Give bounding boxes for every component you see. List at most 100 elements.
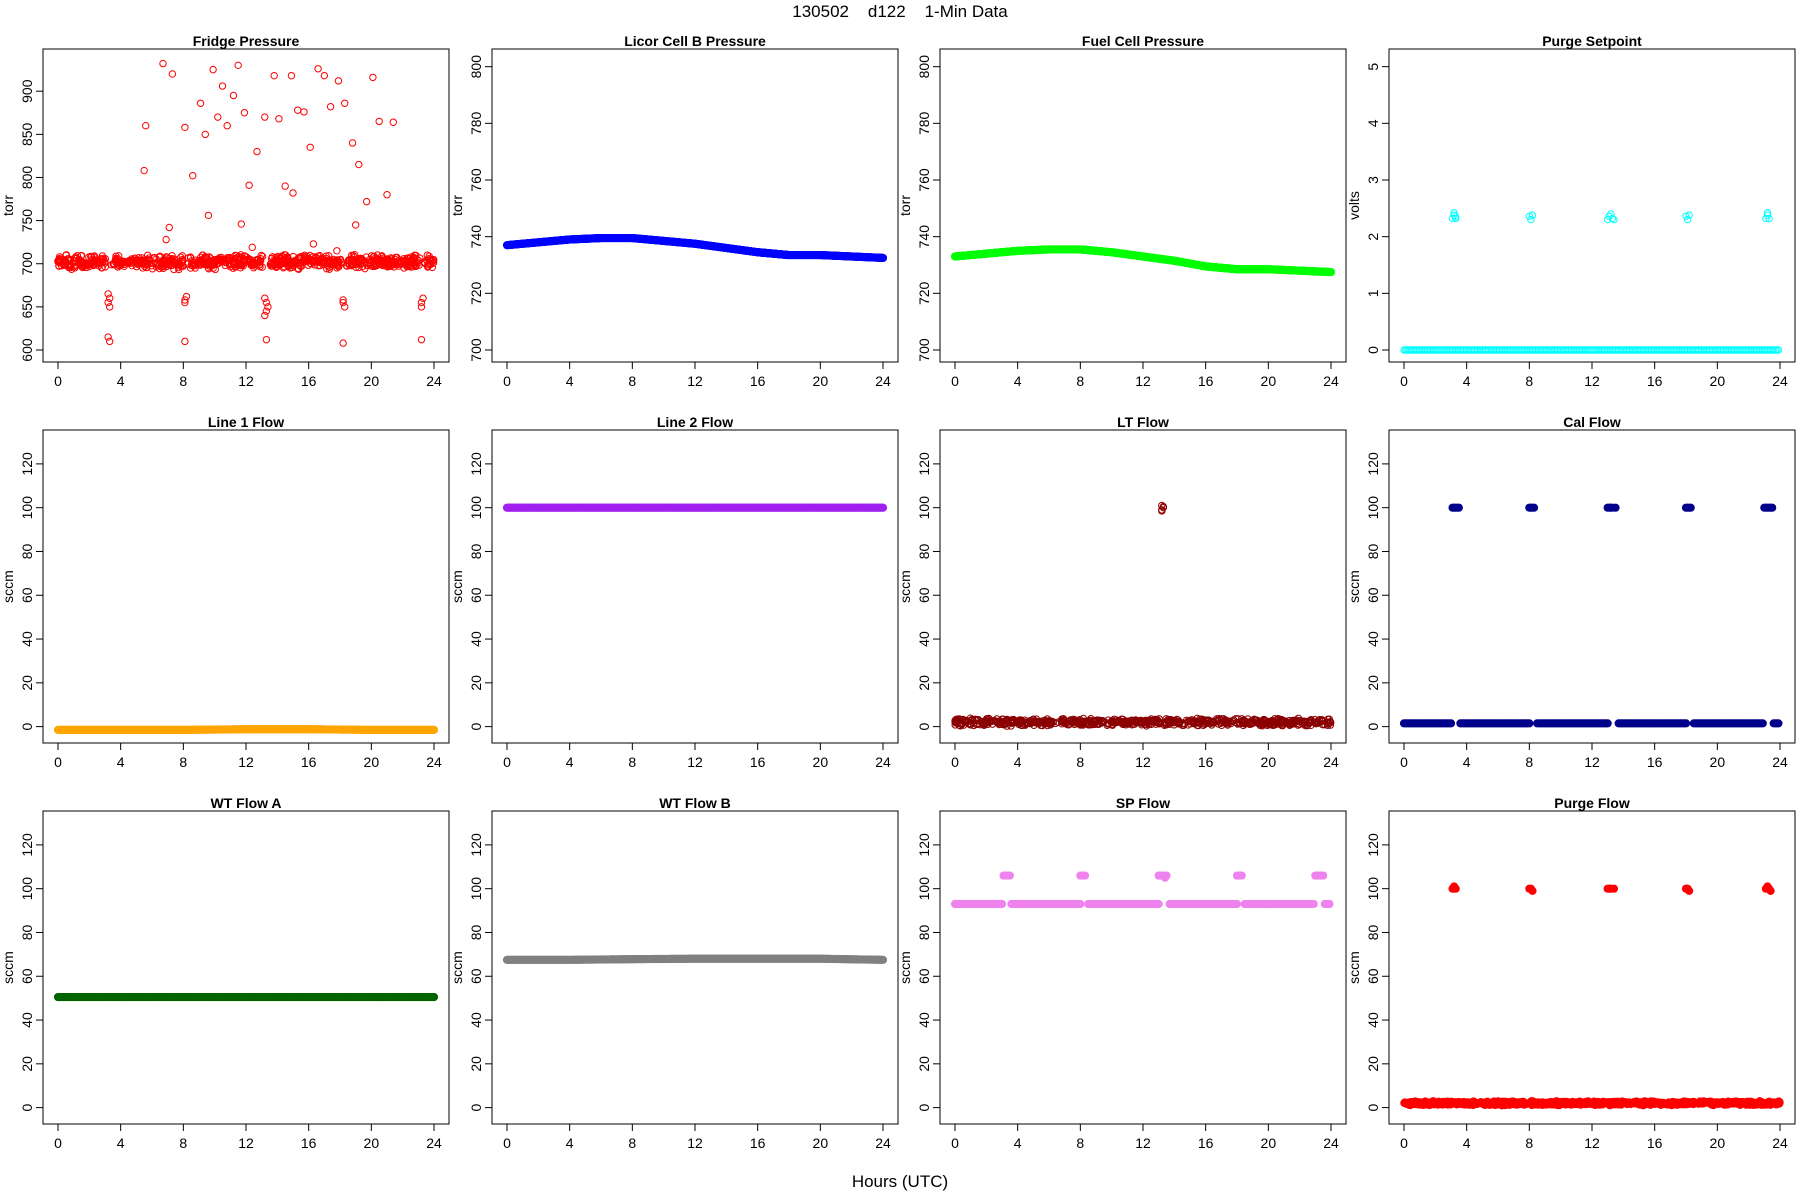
series-points [950,245,1336,277]
x-tick-label: 24 [1323,754,1339,770]
x-tick-label: 12 [687,754,703,770]
panel-title: Purge Setpoint [1542,33,1642,49]
data-point [339,296,347,304]
data-point [413,258,421,266]
data-point [209,65,217,74]
data-point [261,311,269,320]
data-point [309,240,318,248]
y-axis-label: sccm [897,570,913,603]
data-point [1774,719,1783,728]
data-point [384,261,393,269]
x-tick-label: 4 [1014,373,1022,389]
y-tick-label: 40 [468,631,484,647]
x-tick-label: 20 [813,754,829,770]
data-point [170,265,178,274]
x-tick-label: 12 [1135,373,1151,389]
data-point [1525,719,1534,728]
data-point [101,263,109,271]
data-point [334,77,343,85]
y-tick-label: 100 [916,496,932,520]
x-tick-label: 16 [301,1135,317,1151]
y-tick-label: 120 [916,452,932,476]
y-tick-label: 3 [1365,176,1381,184]
y-tick-label: 650 [19,295,35,319]
data-point [116,260,125,269]
data-point [1610,215,1618,224]
data-point [375,117,383,126]
data-point [176,259,184,268]
data-point [1326,267,1336,277]
data-point [417,298,426,307]
data-point [283,253,291,261]
figure-title: 130502 d122 1-Min Data [792,2,1008,21]
data-point [1758,719,1767,728]
data-point [393,253,401,262]
data-point [181,296,189,304]
data-point [355,160,363,169]
panel-title: Line 1 Flow [208,414,284,430]
y-tick-label: 100 [19,877,35,901]
data-point [262,335,271,344]
y-tick-label: 20 [916,675,932,691]
data-point [287,71,296,80]
y-tick-label: 20 [19,1056,35,1072]
data-point [165,256,174,265]
data-point [196,99,205,107]
data-point [218,82,227,90]
data-point [64,263,73,272]
data-point [59,257,67,266]
y-tick-label: 800 [916,55,932,79]
plot-frame [491,48,899,363]
data-point [294,264,302,273]
data-point [407,263,416,271]
y-tick-label: 720 [468,281,484,305]
data-point [214,113,222,121]
data-point [401,256,410,264]
y-tick-label: 40 [916,631,932,647]
data-point [323,265,331,273]
data-point [387,255,396,263]
y-tick-label: 60 [19,587,35,603]
data-point [356,254,365,263]
data-point [369,73,377,82]
y-tick-label: 0 [1365,346,1381,354]
y-tick-label: 60 [19,968,35,984]
data-point [383,256,391,264]
data-point [316,261,324,270]
data-point [383,191,391,199]
data-point [138,254,146,262]
data-point [270,71,278,80]
x-tick-label: 4 [566,754,574,770]
y-axis-label: sccm [1346,570,1362,603]
x-tick-label: 8 [1525,754,1533,770]
data-point [181,337,189,346]
series-points [53,725,439,735]
data-point [188,261,197,270]
data-point [356,259,365,268]
y-tick-label: 0 [19,1104,35,1112]
data-point [159,264,167,273]
data-point [247,261,255,270]
data-point [106,303,114,311]
data-point [104,333,112,341]
y-tick-label: 800 [468,55,484,79]
data-point [429,725,439,735]
data-point [223,122,231,130]
x-tick-label: 0 [503,373,511,389]
data-point [324,259,332,267]
data-point [153,260,162,268]
data-point [365,258,374,267]
y-axis-label: torr [0,195,16,216]
x-tick-label: 12 [1135,754,1151,770]
data-point [1603,719,1612,728]
x-tick-label: 16 [301,373,317,389]
data-point [275,115,283,123]
x-tick-label: 0 [951,373,959,389]
y-axis-label: sccm [0,570,16,603]
data-point [191,264,199,272]
y-tick-label: 740 [916,225,932,249]
y-tick-label: 740 [468,225,484,249]
x-tick-label: 8 [628,373,636,389]
